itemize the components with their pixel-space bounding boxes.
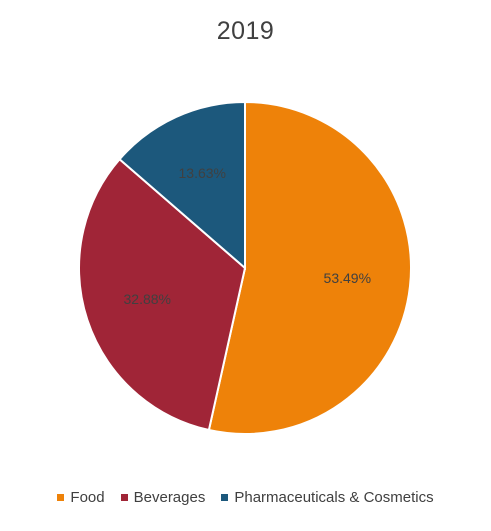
data-label-food: 53.49%: [324, 270, 371, 286]
chart-title: 2019: [216, 17, 275, 45]
legend-swatch-beverages: [120, 494, 128, 501]
legend-item-pharmaceuticals-cosmetics: Pharmaceuticals & Cosmetics: [221, 489, 434, 506]
legend-item-beverages: Beverages: [120, 489, 206, 506]
legend-swatch-pharmaceuticals-cosmetics: [221, 494, 229, 501]
pie-slice-beverages: [78, 157, 247, 432]
pie-slice-pharmaceuticals-cosmetics: [118, 100, 246, 271]
legend-label-pharmaceuticals-cosmetics: Pharmaceuticals & Cosmetics: [234, 489, 434, 506]
pie-slice-food: [207, 100, 412, 435]
legend-label-food: Food: [70, 489, 105, 506]
data-label-pharmaceuticals-cosmetics: 13.63%: [179, 165, 226, 181]
data-label-beverages: 32.88%: [124, 291, 171, 307]
legend-item-food: Food: [57, 489, 105, 506]
chart-legend: Food Beverages Pharmaceuticals & Cosmeti…: [0, 489, 491, 506]
legend-label-beverages: Beverages: [133, 489, 206, 506]
pie-slices: [78, 100, 412, 435]
pie-data-labels: 53.49% 32.88% 13.63%: [124, 165, 372, 307]
legend-swatch-food: [57, 494, 65, 501]
